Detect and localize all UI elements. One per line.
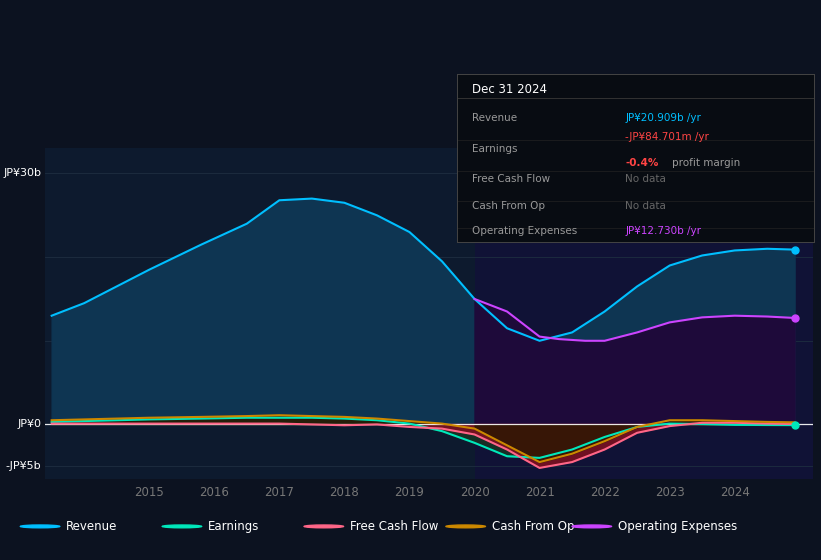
Text: Free Cash Flow: Free Cash Flow	[350, 520, 438, 533]
Text: -0.4%: -0.4%	[625, 158, 658, 167]
Circle shape	[21, 525, 60, 528]
Text: Cash From Op: Cash From Op	[471, 202, 544, 211]
Circle shape	[304, 525, 343, 528]
Text: JP¥30b: JP¥30b	[3, 169, 41, 179]
Text: No data: No data	[625, 202, 666, 211]
Circle shape	[446, 525, 485, 528]
Text: profit margin: profit margin	[672, 158, 740, 167]
Text: JP¥20.909b /yr: JP¥20.909b /yr	[625, 113, 701, 123]
Circle shape	[163, 525, 202, 528]
Bar	[475, 148, 813, 479]
Text: Operating Expenses: Operating Expenses	[617, 520, 737, 533]
Text: -JP¥84.701m /yr: -JP¥84.701m /yr	[625, 133, 709, 142]
Text: Dec 31 2024: Dec 31 2024	[471, 83, 547, 96]
Circle shape	[572, 525, 612, 528]
Text: Earnings: Earnings	[208, 520, 259, 533]
Text: Operating Expenses: Operating Expenses	[471, 226, 577, 236]
Text: JP¥12.730b /yr: JP¥12.730b /yr	[625, 226, 701, 236]
Text: -JP¥5b: -JP¥5b	[6, 461, 41, 472]
Text: Earnings: Earnings	[471, 144, 517, 154]
Text: Revenue: Revenue	[66, 520, 117, 533]
Text: No data: No data	[625, 175, 666, 184]
Text: Cash From Op: Cash From Op	[492, 520, 574, 533]
Text: Free Cash Flow: Free Cash Flow	[471, 175, 550, 184]
Text: JP¥0: JP¥0	[17, 419, 41, 430]
Text: Revenue: Revenue	[471, 113, 516, 123]
